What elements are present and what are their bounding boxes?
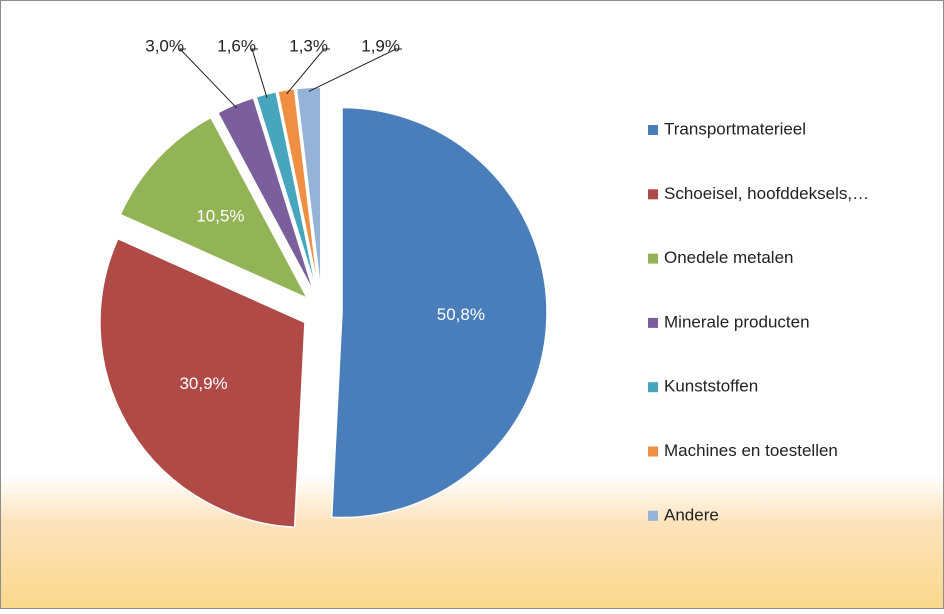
legend-swatch xyxy=(648,510,658,521)
leader-line xyxy=(286,48,330,95)
data-label: 1,9% xyxy=(361,36,400,55)
pie-slice xyxy=(330,106,548,519)
legend-label: Schoeisel, hoofddeksels,… xyxy=(664,184,869,203)
data-label: 30,9% xyxy=(179,374,227,393)
data-label: 1,6% xyxy=(217,36,256,55)
legend-label: Transportmaterieel xyxy=(664,119,806,138)
legend-swatch xyxy=(648,253,658,264)
pie-slice xyxy=(295,86,322,293)
legend-label: Kunststoffen xyxy=(664,377,758,396)
leader-line xyxy=(251,48,268,99)
data-label: 3,0% xyxy=(145,36,184,55)
legend-swatch xyxy=(648,189,658,200)
pie-slice xyxy=(276,87,320,293)
legend-swatch xyxy=(648,125,658,135)
data-label: 50,8% xyxy=(437,305,485,324)
pie-slice xyxy=(119,116,310,300)
legend-label: Machines en toestellen xyxy=(664,441,838,460)
legend-label: Andere xyxy=(664,505,719,524)
legend-label: Onedele metalen xyxy=(664,248,793,267)
legend-swatch xyxy=(648,446,658,457)
legend-swatch xyxy=(648,317,658,328)
leader-line xyxy=(308,48,402,92)
leader-line xyxy=(178,48,238,109)
legend-label: Minerale producten xyxy=(664,312,810,331)
data-label: 1,3% xyxy=(289,36,328,55)
data-label: 10,5% xyxy=(196,207,244,226)
pie-slice xyxy=(99,237,306,528)
legend-swatch xyxy=(648,382,658,393)
pie-slice xyxy=(216,96,316,294)
